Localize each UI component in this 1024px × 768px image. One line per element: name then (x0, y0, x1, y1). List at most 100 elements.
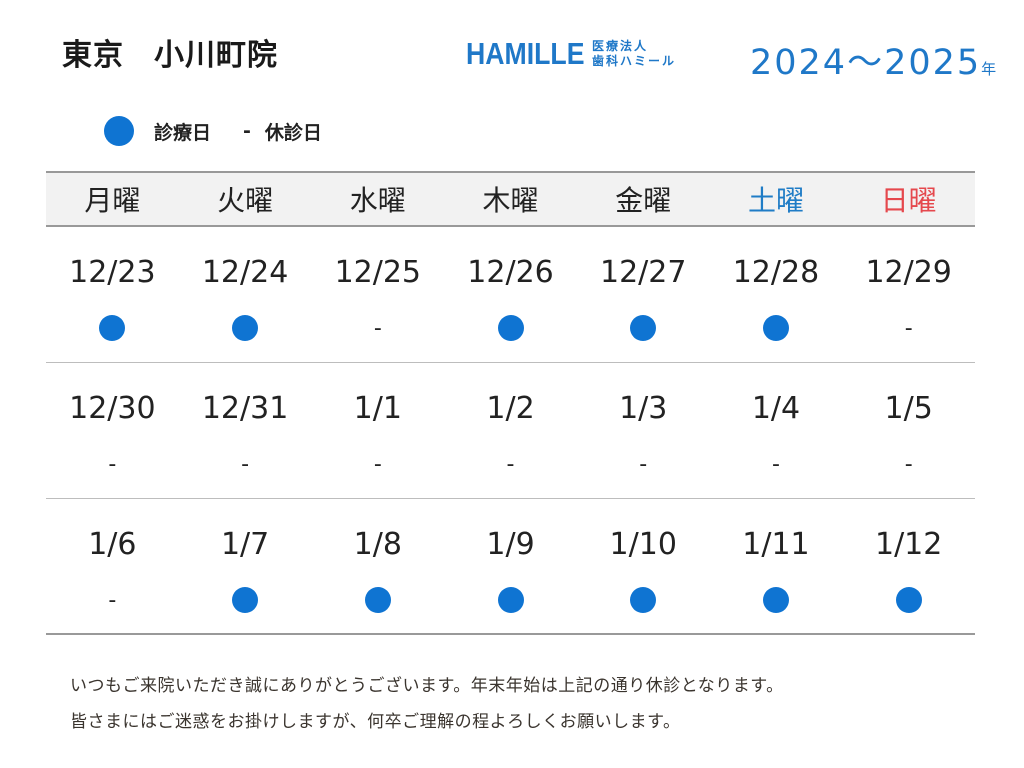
weekday-thu: 木曜 (482, 184, 539, 217)
closed-day-marker: - (108, 451, 117, 477)
closed-day-marker: - (904, 315, 913, 341)
closed-day-marker: - (771, 451, 780, 477)
day-date: 1/6 (88, 527, 137, 562)
calendar-day-cell: 12/24 (179, 227, 312, 362)
calendar-day-cell: 1/6 - (46, 499, 179, 633)
calendar-day-cell: 1/2 - (444, 363, 577, 498)
logo-brand: HAMILLE (466, 36, 585, 71)
calendar-day-cell: 12/23 (46, 227, 179, 362)
open-day-dot-icon (630, 587, 657, 613)
calendar-week-row: 12/30 - 12/31 - 1/1 - 1/2 - 1/3 - 1/4 - 1/5 - (46, 363, 975, 499)
hamille-logo: HAMILLE 医療法人 歯科ハミール (466, 34, 676, 74)
logo-subtitle: 医療法人 歯科ハミール (592, 39, 676, 69)
open-day-marker (46, 313, 179, 343)
notice-text: いつもご来院いただき誠にありがとうございます。年末年始は上記の通り休診となります… (70, 668, 784, 740)
weekday-tue: 火曜 (217, 184, 274, 217)
logo-line-2: 歯科ハミール (592, 54, 677, 68)
day-date: 1/2 (486, 391, 535, 426)
calendar-day-cell: 1/12 (842, 499, 975, 633)
day-date: 1/7 (220, 527, 270, 562)
calendar-day-cell: 1/8 (311, 499, 444, 633)
calendar-day-cell: 1/4 - (710, 363, 843, 498)
open-day-marker (179, 313, 312, 343)
open-day-marker (710, 313, 843, 343)
calendar-day-cell: 12/30 - (46, 363, 179, 498)
open-day-dot-icon (895, 587, 922, 613)
day-date: 1/5 (884, 391, 933, 426)
day-date: 1/11 (742, 527, 810, 562)
day-date: 1/12 (874, 527, 943, 562)
day-date: 12/27 (600, 255, 687, 290)
open-day-marker (179, 585, 312, 615)
notice-line-2: 皆さまにはご迷惑をお掛けしますが、何卒ご理解の程よろしくお願いします。 (70, 712, 681, 732)
day-date: 1/1 (353, 391, 402, 426)
calendar-day-cell: 12/25 - (311, 227, 444, 362)
legend-open-label: 診療日 (154, 121, 212, 144)
closed-day-marker: - (506, 451, 515, 477)
open-day-dot-icon (762, 587, 789, 613)
notice-line-1: いつもご来院いただき誠にありがとうございます。年末年始は上記の通り休診となります… (70, 676, 784, 696)
day-date: 1/3 (619, 391, 668, 426)
day-date: 12/28 (732, 255, 820, 290)
calendar-day-cell: 1/9 (444, 499, 577, 633)
day-date: 1/4 (751, 391, 801, 426)
open-day-dot-icon (364, 587, 391, 613)
calendar-week-row: 1/6 - 1/7 1/8 1/9 1/10 1/11 1/12 (46, 499, 975, 635)
holiday-calendar: 月曜 火曜 水曜 木曜 金曜 土曜 日曜 12/23 12/24 12/25-12/… (46, 171, 975, 635)
year-range: 2024～2025年 (750, 34, 996, 85)
clinic-city: 東京 (62, 38, 124, 73)
open-day-dot-icon (497, 587, 524, 613)
calendar-day-cell: 1/11 (710, 499, 843, 633)
open-day-marker (444, 585, 577, 615)
day-date: 1/9 (486, 527, 535, 562)
day-date: 12/31 (201, 391, 289, 426)
closed-day-marker: - (639, 451, 648, 477)
day-date: 1/10 (609, 527, 677, 562)
day-date: 12/23 (69, 255, 156, 290)
day-date: 12/25 (334, 255, 422, 290)
weekday-sat: 土曜 (747, 184, 804, 217)
closed-day-marker: - (108, 587, 117, 613)
calendar-day-cell: 12/26 (444, 227, 577, 362)
day-date: 12/29 (865, 255, 952, 290)
weekday-mon: 月曜 (84, 184, 141, 217)
calendar-body: 12/23 12/24 12/25-12/26 12/27 12/28 12/29-12/… (46, 227, 975, 635)
closed-day-marker: - (241, 451, 250, 477)
day-date: 12/24 (201, 255, 289, 290)
calendar-header: 月曜 火曜 水曜 木曜 金曜 土曜 日曜 (46, 171, 975, 227)
calendar-day-cell: 12/28 (710, 227, 843, 362)
open-day-dot-icon (762, 315, 789, 341)
calendar-day-cell: 1/3 - (577, 363, 710, 498)
year-range-text: 2024～2025 (750, 43, 982, 83)
calendar-day-cell: 1/1 - (311, 363, 444, 498)
weekday-sun: 日曜 (880, 184, 937, 217)
clinic-branch: 小川町院 (154, 38, 278, 73)
calendar-day-cell: 12/29 - (842, 227, 975, 362)
open-day-marker (710, 585, 843, 615)
legend-closed-label: 休診日 (264, 121, 322, 144)
weekday-fri: 金曜 (615, 184, 672, 217)
calendar-day-cell: 12/27 (577, 227, 710, 362)
day-date: 12/26 (467, 255, 554, 290)
day-date: 1/8 (353, 527, 402, 562)
open-day-dot-icon (497, 315, 524, 341)
closed-day-marker: - (373, 315, 382, 341)
closed-day-marker: - (904, 451, 913, 477)
open-day-marker (444, 313, 577, 343)
open-day-dot-icon (630, 315, 657, 341)
open-day-dot-icon (232, 315, 259, 341)
year-unit: 年 (981, 60, 997, 78)
calendar-day-cell: 12/31 - (179, 363, 312, 498)
open-day-marker (577, 585, 710, 615)
open-day-dot-icon (104, 116, 134, 146)
calendar-week-row: 12/23 12/24 12/25 - 12/26 12/27 12/28 12/29 - (46, 227, 975, 363)
clinic-name: 東京 小川町院 (62, 30, 278, 74)
calendar-day-cell: 1/10 (577, 499, 710, 633)
open-day-marker (577, 313, 710, 343)
open-day-marker (842, 585, 975, 615)
logo-line-1: 医療法人 (592, 39, 649, 53)
closed-day-marker: - (373, 451, 382, 477)
calendar-day-cell: 1/5 - (842, 363, 975, 498)
day-date: 12/30 (69, 391, 156, 426)
open-day-dot-icon (99, 315, 126, 341)
